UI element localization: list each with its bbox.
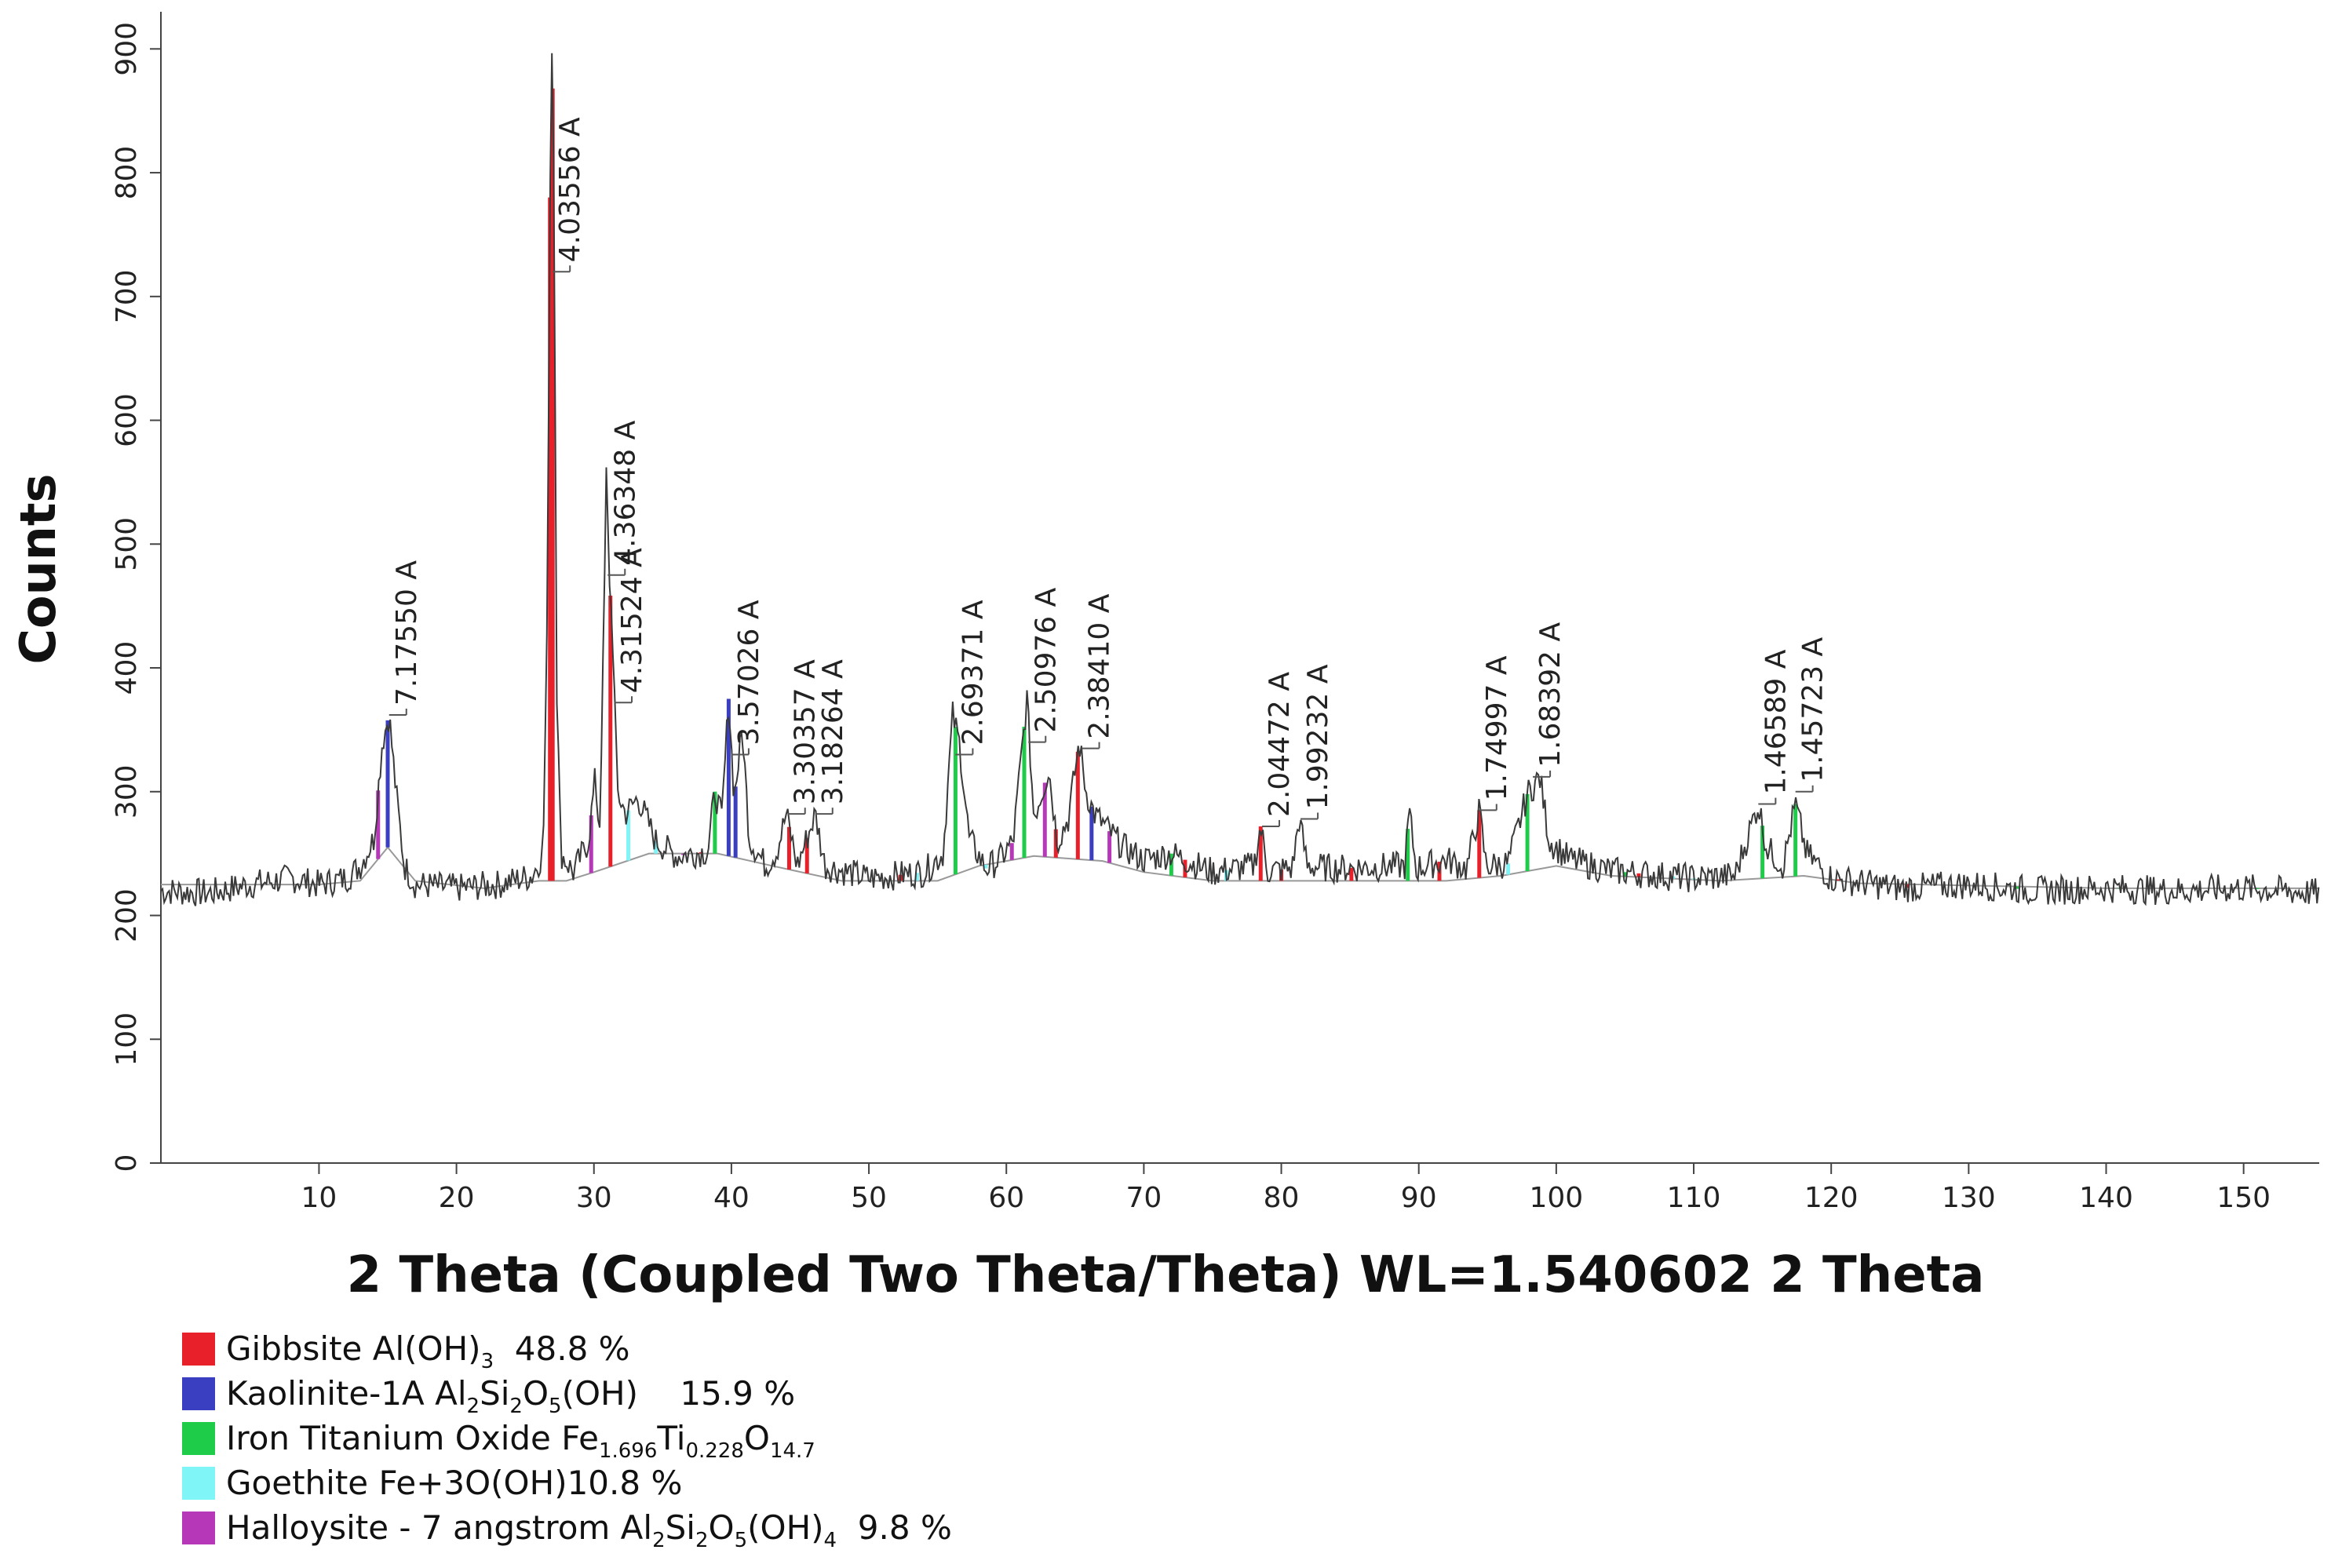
legend-item-gibbsite: Gibbsite Al(OH)3 48.8 %	[182, 1326, 952, 1373]
peak-label: 4.36348 A	[609, 420, 641, 565]
legend-label-halloysite: Halloysite - 7 angstrom Al2Si2O5(OH)4 9.…	[226, 1508, 952, 1552]
peak-label: 1.68392 A	[1534, 622, 1567, 768]
legend-swatch-kaolinite	[182, 1377, 215, 1410]
x-tick-label: 50	[851, 1182, 887, 1214]
peak-label: 2.38410 A	[1084, 593, 1116, 738]
legend-item-kaolinite: Kaolinite-1A Al2Si2O5(OH) 15.9 %	[182, 1371, 952, 1418]
x-tick-label: 140	[2079, 1182, 2133, 1214]
y-tick-label: 400	[111, 641, 143, 695]
peak-label: 3.30357 A	[790, 659, 822, 804]
x-tick-label: 20	[439, 1182, 475, 1214]
background-curve	[161, 846, 2319, 889]
peak-label: 4.31524 A	[616, 548, 648, 693]
x-tick-label: 110	[1667, 1182, 1721, 1214]
x-tick-label: 60	[988, 1182, 1024, 1214]
legend-label-kaolinite: Kaolinite-1A Al2Si2O5(OH) 15.9 %	[226, 1374, 796, 1418]
legend-item-iron-titanium-oxide: Iron Titanium Oxide Fe1.696Ti0.228O14.7	[182, 1416, 952, 1463]
peak-label: 1.99232 A	[1302, 664, 1334, 809]
plot-area: 0 100 200 300 400 500 600 700 800 900 10 20 30 40 50 60…	[111, 12, 2320, 1214]
y-tick-label: 800	[111, 146, 143, 200]
legend-label-gibbsite: Gibbsite Al(OH)3 48.8 %	[226, 1329, 630, 1373]
xrd-pattern-line	[160, 53, 2320, 906]
peak-label: 3.57026 A	[733, 600, 765, 745]
peak-label: 1.46589 A	[1760, 649, 1792, 794]
y-tick-label: 700	[111, 269, 143, 323]
x-tick-label: 120	[1804, 1182, 1859, 1214]
x-tick-label: 150	[2216, 1182, 2271, 1214]
x-tick-label: 30	[576, 1182, 612, 1214]
x-tick-label: 90	[1401, 1182, 1437, 1214]
peak-label: 2.50976 A	[1030, 587, 1062, 732]
peak-label: 4.03556 A	[554, 117, 586, 262]
legend: Gibbsite Al(OH)3 48.8 % Kaolinite-1A Al2…	[182, 1326, 952, 1552]
y-tick-label: 600	[111, 393, 143, 447]
peak-label: 1.74997 A	[1481, 655, 1513, 800]
legend-item-halloysite: Halloysite - 7 angstrom Al2Si2O5(OH)4 9.…	[182, 1505, 952, 1552]
y-tick-label: 200	[111, 888, 143, 943]
peak-label: 2.04472 A	[1264, 672, 1296, 817]
legend-item-goethite: Goethite Fe+3O(OH)10.8 %	[182, 1460, 952, 1505]
legend-swatch-goethite	[182, 1466, 215, 1500]
y-tick-label: 0	[111, 1154, 143, 1172]
x-tick-label: 100	[1530, 1182, 1584, 1214]
legend-label-iron-titanium-oxide: Iron Titanium Oxide Fe1.696Ti0.228O14.7	[226, 1419, 815, 1463]
peak-label: 3.18264 A	[817, 659, 849, 804]
x-tick-label: 40	[713, 1182, 750, 1214]
x-axis-title: 2 Theta (Coupled Two Theta/Theta) WL=1.5…	[346, 1246, 1985, 1304]
legend-label-goethite: Goethite Fe+3O(OH)10.8 %	[226, 1464, 683, 1502]
y-tick-label: 500	[111, 517, 143, 571]
y-tick-label: 900	[111, 22, 143, 76]
peak-label: 7.17550 A	[391, 560, 423, 706]
peak-label: 1.45723 A	[1797, 636, 1829, 782]
legend-swatch-gibbsite	[182, 1332, 215, 1366]
peak-label: 2.69371 A	[957, 600, 989, 745]
legend-swatch-iron-titanium-oxide	[182, 1421, 215, 1455]
x-tick-label: 80	[1264, 1182, 1300, 1214]
y-tick-label: 300	[111, 764, 143, 819]
legend-swatch-halloysite	[182, 1511, 215, 1544]
x-tick-label: 10	[301, 1182, 337, 1214]
x-tick-label: 70	[1125, 1182, 1162, 1214]
y-tick-label: 100	[111, 1012, 143, 1067]
x-tick-label: 130	[1942, 1182, 1996, 1214]
y-axis-title: Counts	[9, 474, 67, 665]
